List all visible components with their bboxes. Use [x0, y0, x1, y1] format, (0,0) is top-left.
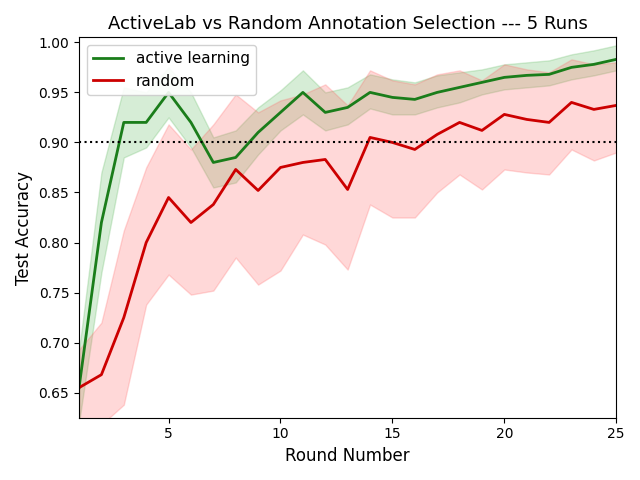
- active learning: [568, 64, 575, 70]
- random: [97, 372, 105, 378]
- Title: ActiveLab vs Random Annotation Selection --- 5 Runs: ActiveLab vs Random Annotation Selection…: [108, 15, 588, 33]
- active learning: [299, 89, 307, 95]
- active learning: [142, 120, 150, 125]
- active learning: [75, 385, 83, 391]
- active learning: [254, 130, 262, 135]
- random: [276, 165, 284, 170]
- active learning: [388, 95, 396, 100]
- Line: active learning: active learning: [79, 60, 616, 388]
- random: [523, 117, 531, 122]
- random: [568, 99, 575, 105]
- active learning: [321, 109, 329, 115]
- active learning: [411, 96, 419, 102]
- active learning: [120, 120, 127, 125]
- active learning: [276, 109, 284, 115]
- Y-axis label: Test Accuracy: Test Accuracy: [15, 170, 33, 285]
- active learning: [209, 159, 217, 165]
- active learning: [366, 89, 374, 95]
- random: [75, 385, 83, 391]
- random: [388, 140, 396, 145]
- Line: random: random: [79, 102, 616, 388]
- active learning: [433, 89, 441, 95]
- active learning: [187, 120, 195, 125]
- random: [433, 132, 441, 137]
- active learning: [456, 84, 463, 90]
- random: [120, 315, 127, 321]
- random: [142, 240, 150, 245]
- random: [299, 159, 307, 165]
- random: [344, 187, 351, 192]
- active learning: [590, 61, 598, 67]
- active learning: [164, 89, 172, 95]
- random: [232, 167, 239, 172]
- random: [478, 128, 486, 133]
- random: [209, 202, 217, 207]
- active learning: [97, 220, 105, 226]
- random: [411, 146, 419, 152]
- active learning: [344, 105, 351, 110]
- active learning: [612, 57, 620, 62]
- random: [500, 111, 508, 117]
- X-axis label: Round Number: Round Number: [285, 447, 410, 465]
- random: [321, 156, 329, 162]
- random: [456, 120, 463, 125]
- active learning: [478, 80, 486, 85]
- random: [164, 194, 172, 200]
- random: [366, 134, 374, 140]
- active learning: [232, 155, 239, 160]
- Legend: active learning, random: active learning, random: [86, 45, 255, 95]
- random: [590, 107, 598, 112]
- active learning: [523, 72, 531, 78]
- active learning: [500, 74, 508, 80]
- random: [545, 120, 553, 125]
- random: [254, 188, 262, 193]
- random: [187, 220, 195, 226]
- active learning: [545, 72, 553, 77]
- random: [612, 103, 620, 108]
